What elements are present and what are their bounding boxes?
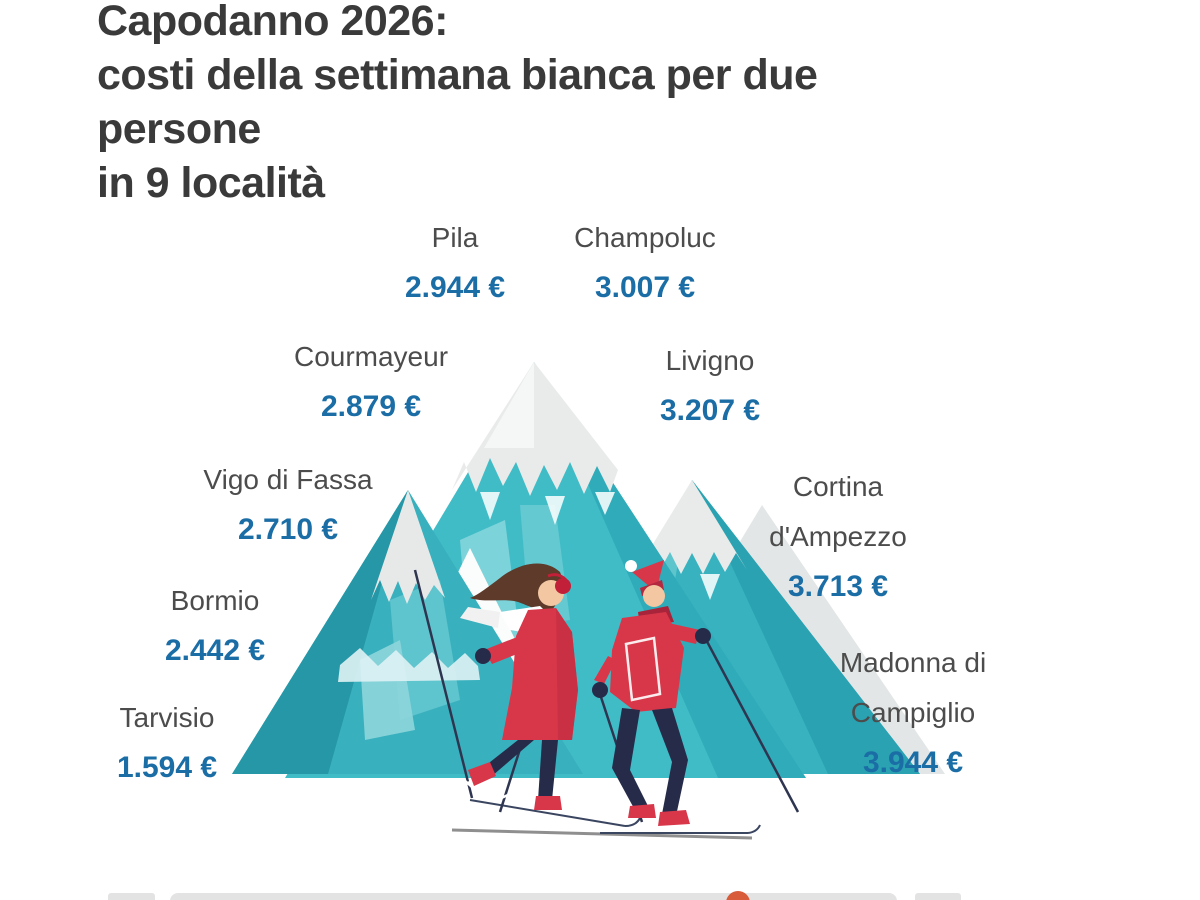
location-name: Livigno <box>665 345 755 376</box>
location-price: 3.207 € <box>659 394 761 427</box>
scrubber-thumb-icon[interactable] <box>726 891 750 900</box>
skier-woman <box>413 563 578 813</box>
skier-man <box>592 560 800 826</box>
location-price: 2.710 € <box>237 513 339 546</box>
infographic-title: Capodanno 2026: costi della settimana bi… <box>97 0 1057 210</box>
title-line: costi della settimana bianca per due <box>97 51 818 99</box>
location-price: 3.944 € <box>862 746 964 779</box>
location-price: 2.879 € <box>320 390 422 423</box>
location-price: 1.594 € <box>116 751 218 784</box>
location-label-bormio: Bormio 2.442 € <box>125 576 305 676</box>
location-name: Vigo di Fassa <box>203 464 373 495</box>
location-name: Cortina d'Ampezzo <box>769 471 907 552</box>
location-label-madonna-di-campiglio: Madonna di Campiglio 3.944 € <box>818 638 1008 788</box>
location-label-tarvisio: Tarvisio 1.594 € <box>77 693 257 793</box>
location-price: 2.944 € <box>404 271 506 304</box>
location-label-courmayeur: Courmayeur 2.879 € <box>271 332 471 432</box>
mountain-left <box>232 490 583 774</box>
location-name: Madonna di Campiglio <box>839 647 987 728</box>
location-name: Pila <box>431 222 479 253</box>
location-label-cortina: Cortina d'Ampezzo 3.713 € <box>758 462 918 612</box>
scrubber-right-button[interactable] <box>915 893 961 900</box>
location-price: 2.442 € <box>164 634 266 667</box>
scrubber-left-button[interactable] <box>108 893 155 900</box>
location-label-livigno: Livigno 3.207 € <box>620 336 800 436</box>
location-price: 3.713 € <box>787 570 889 603</box>
location-name: Courmayeur <box>293 341 449 372</box>
location-name: Tarvisio <box>119 702 215 733</box>
scrubber-track[interactable] <box>170 891 897 900</box>
location-label-champoluc: Champoluc 3.007 € <box>555 213 735 313</box>
location-label-vigo-di-fassa: Vigo di Fassa 2.710 € <box>178 455 398 555</box>
title-line: persone <box>97 105 261 153</box>
location-name: Bormio <box>170 585 260 616</box>
skis <box>469 799 761 834</box>
title-line: in 9 località <box>97 159 325 207</box>
location-label-pila: Pila 2.944 € <box>375 213 535 313</box>
location-name: Champoluc <box>574 222 716 253</box>
location-price: 3.007 € <box>594 271 696 304</box>
title-line: Capodanno 2026: <box>97 0 448 45</box>
